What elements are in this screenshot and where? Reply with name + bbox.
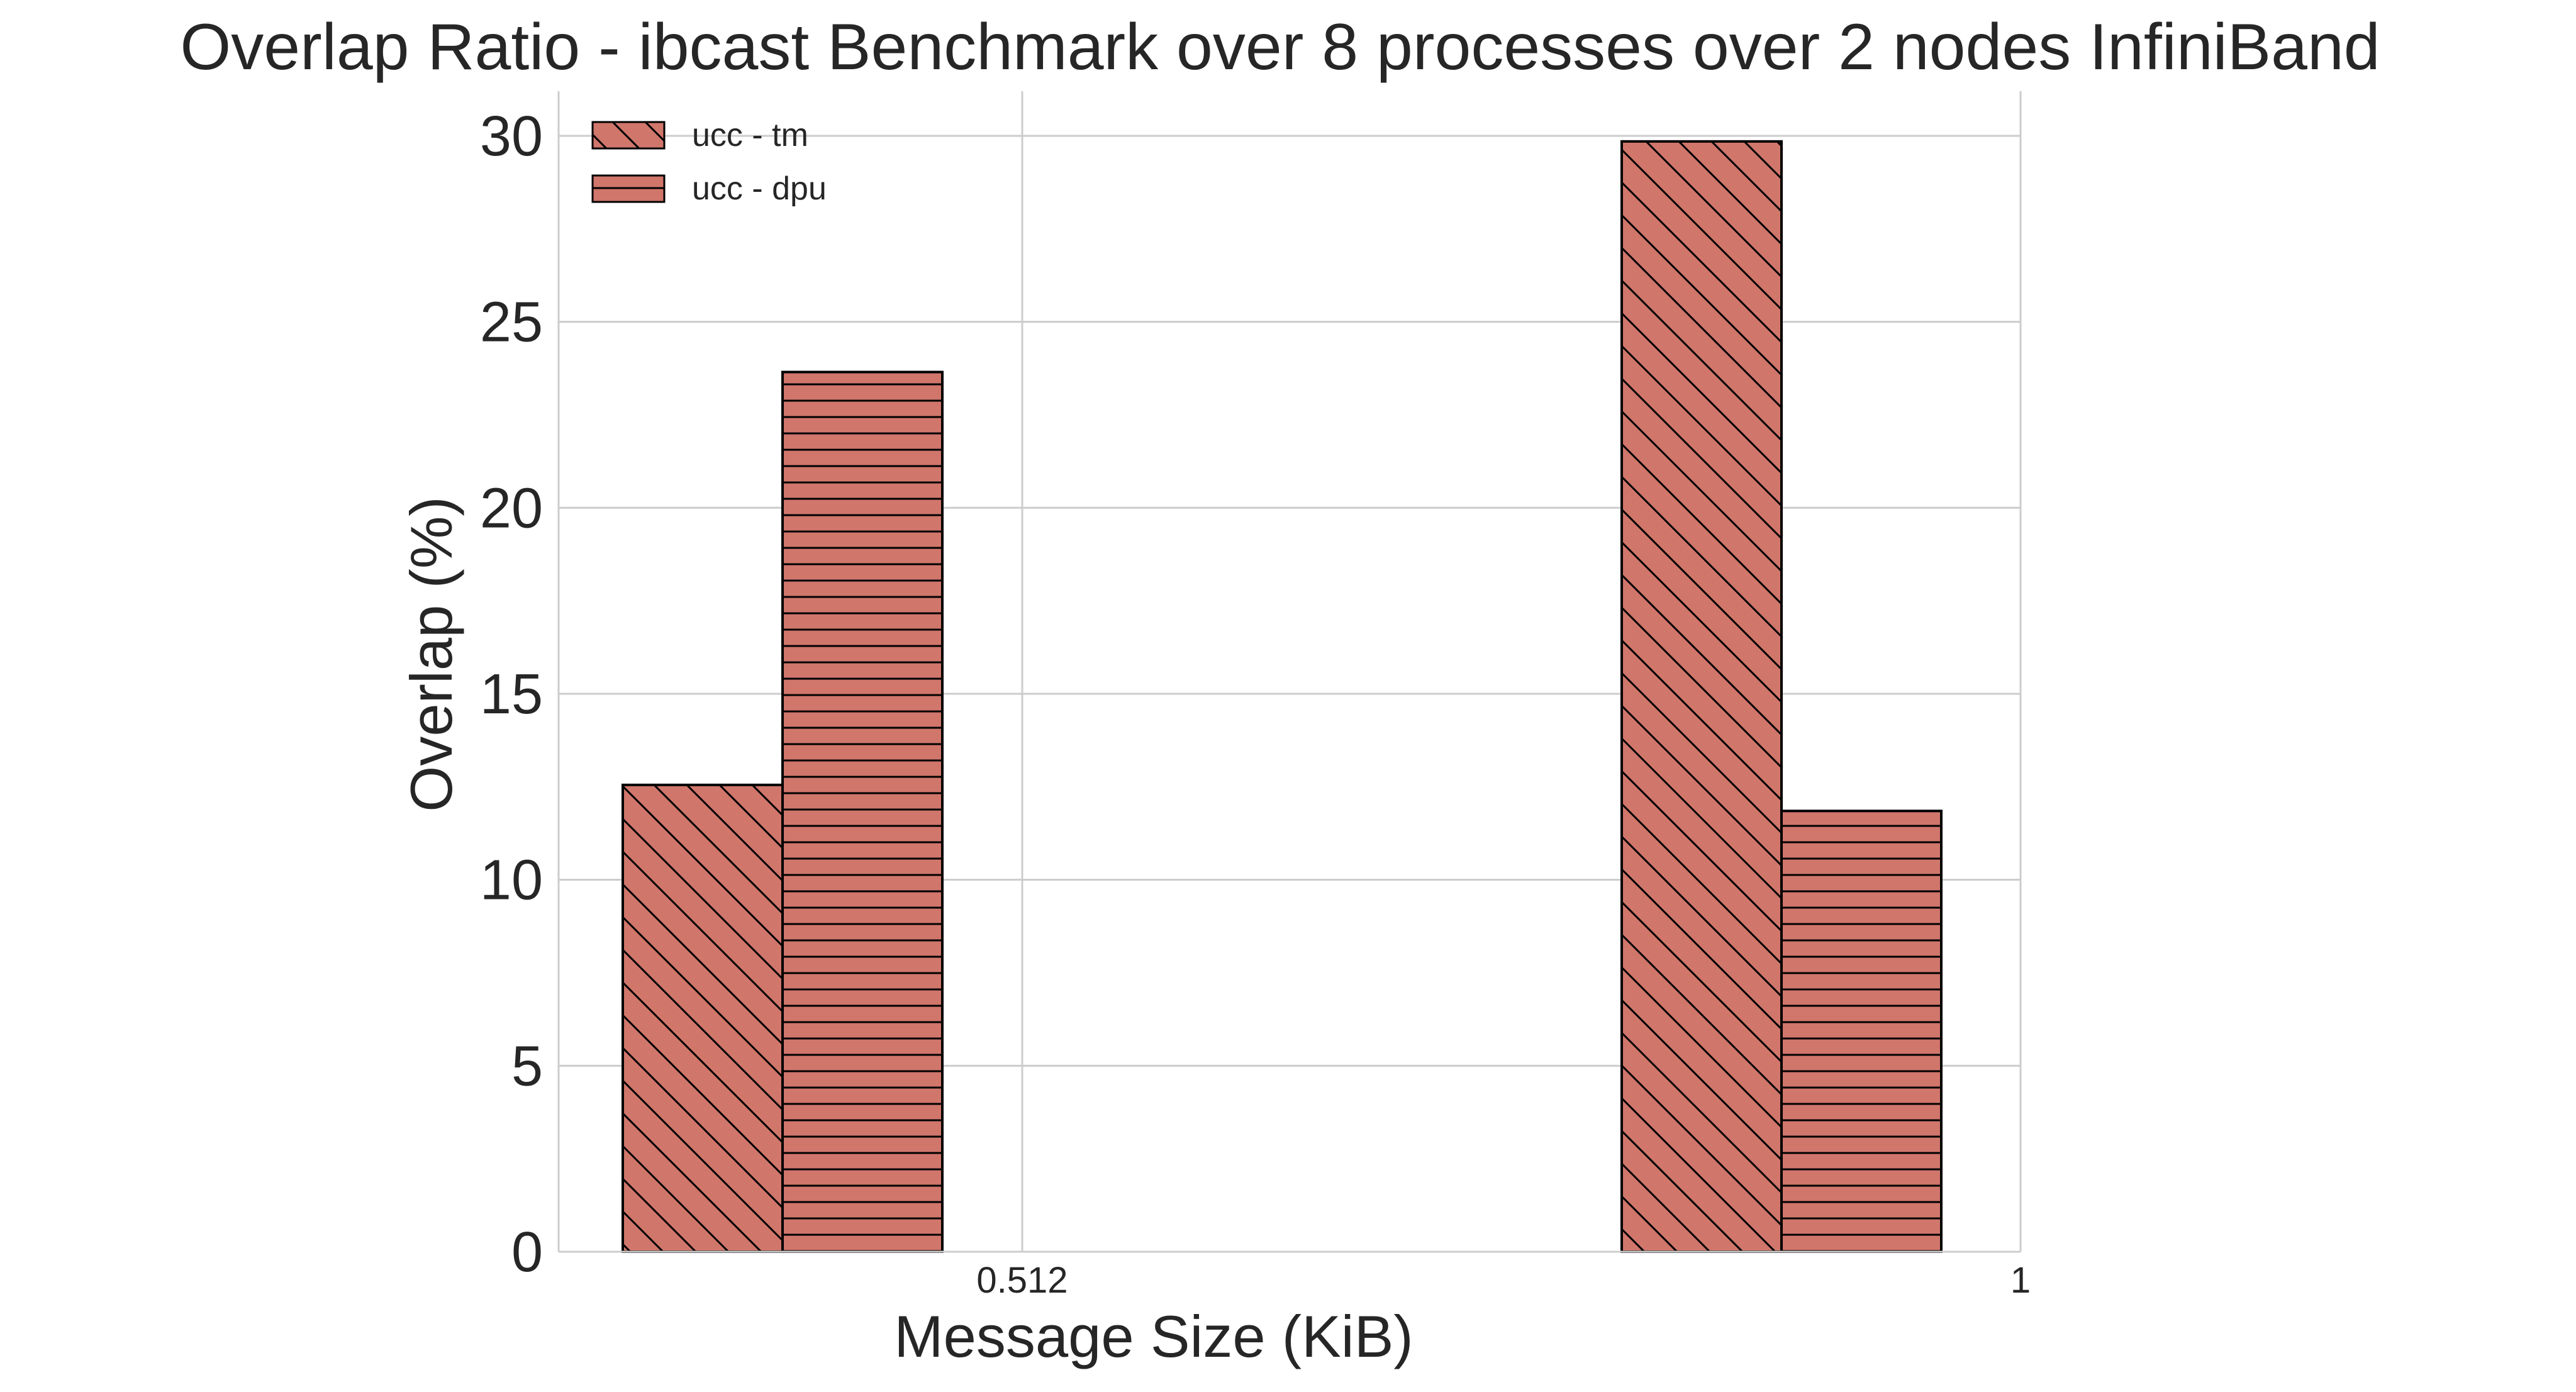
legend: ucc - tm ucc - dpu: [591, 117, 827, 207]
y-tick-label: 20: [480, 477, 543, 540]
chart-title: Overlap Ratio - ibcast Benchmark over 8 …: [180, 11, 2380, 84]
x-tick-label: 1: [2010, 1260, 2031, 1301]
legend-swatch-dpu: [591, 174, 666, 203]
axes: [557, 91, 2021, 1253]
y-tick-label: 0: [511, 1221, 543, 1284]
legend-swatch-tm: [591, 121, 666, 150]
x-axis-label: Message Size (KiB): [894, 1303, 1413, 1369]
tick-labels: 0 5 10 15 20 25 30 0.512 1: [480, 105, 2031, 1301]
bar-tm-0: [622, 783, 784, 1253]
y-tick-label: 15: [480, 663, 543, 726]
y-tick-label: 10: [480, 849, 543, 912]
y-tick-label: 25: [480, 291, 543, 354]
y-axis-label: Overlap (%): [398, 496, 464, 811]
bar-dpu-0: [781, 370, 944, 1254]
legend-label-tm: ucc - tm: [692, 117, 808, 153]
bars: [622, 140, 1943, 1254]
y-tick-label: 30: [480, 105, 543, 168]
bar-tm-1: [1620, 140, 1783, 1253]
x-tick-label: 0.512: [976, 1260, 1068, 1301]
bar-dpu-1: [1780, 810, 1943, 1253]
y-tick-label: 5: [511, 1035, 543, 1098]
legend-label-dpu: ucc - dpu: [692, 170, 827, 207]
